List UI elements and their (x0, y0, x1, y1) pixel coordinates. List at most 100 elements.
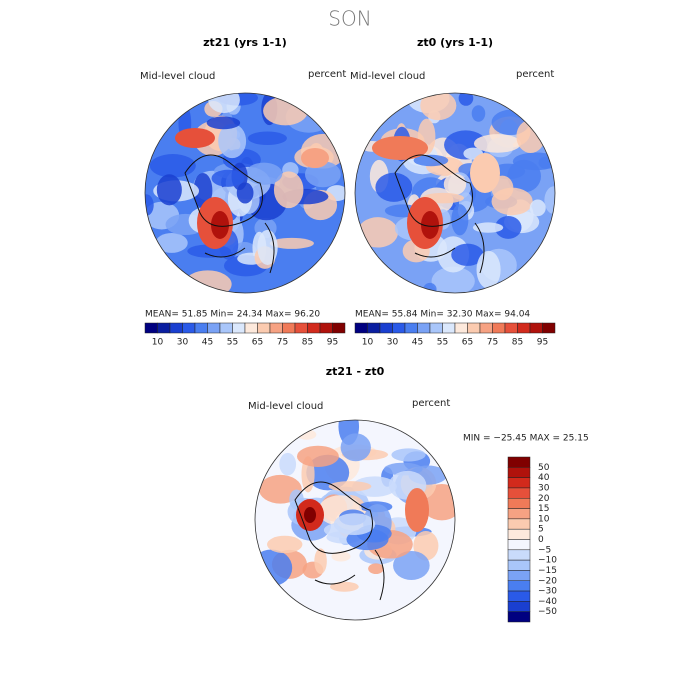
contour-patch (297, 429, 317, 440)
colorbar-swatch (507, 456, 531, 468)
colorbar-swatch (442, 322, 456, 334)
colorbar-swatch (504, 322, 518, 334)
contour-patch (245, 162, 283, 185)
colorbar-label: 20 (538, 494, 550, 504)
contour-patch (405, 488, 429, 532)
colorbar-swatch (392, 322, 406, 334)
colorbar-swatch (507, 477, 531, 489)
contour-patch (331, 551, 351, 562)
contour-patch (529, 199, 546, 217)
contour-patch (393, 550, 430, 580)
colorbar-swatch (507, 580, 531, 592)
colorbar-label: 10 (152, 338, 164, 348)
colorbar-label: 95 (327, 338, 338, 348)
panel-title: zt0 (yrs 1-1) (417, 36, 493, 49)
colorbar-swatch (257, 322, 271, 334)
colorbar-swatch (507, 518, 531, 530)
stats: MEAN= 51.85 Min= 24.34 Max= 96.20 (145, 310, 320, 320)
colorbar-label: 0 (538, 535, 544, 545)
colorbar-label: 5 (538, 525, 544, 535)
colorbar-swatch (379, 322, 393, 334)
colorbar-label: 15 (538, 504, 549, 514)
contour-patch (413, 154, 449, 167)
contour-patch (340, 433, 371, 462)
contour-patch (473, 134, 522, 153)
contour-patch (296, 445, 339, 467)
map-outline (254, 419, 456, 621)
colorbar-label: −10 (538, 556, 557, 566)
map (255, 420, 455, 620)
units-label: percent (412, 398, 450, 409)
map-outline (144, 92, 346, 294)
colorbar-label: 75 (487, 338, 498, 348)
contour-patch (494, 216, 522, 239)
colorbar-swatch (332, 322, 346, 334)
contour-patch (279, 452, 297, 476)
colorbar-swatch (169, 322, 183, 334)
contour-patch (544, 186, 555, 215)
colorbar-label: 10 (362, 338, 374, 348)
colorbar-swatch (492, 322, 506, 334)
colorbar-label: −50 (538, 607, 557, 617)
panel-title: zt21 (yrs 1-1) (203, 36, 287, 49)
colorbar-swatch (507, 498, 531, 509)
colorbar-label: 50 (538, 463, 550, 473)
colorbar-swatch (507, 539, 531, 551)
contour-patch (431, 266, 475, 293)
contour-patch (352, 476, 397, 497)
colorbar-swatch (507, 601, 531, 612)
colorbar-label: −15 (538, 566, 557, 576)
colorbar-swatch (507, 559, 531, 571)
contour-patch (516, 119, 546, 154)
coastline (394, 154, 485, 274)
colorbar-label: 45 (412, 338, 423, 348)
contour-patch (423, 282, 437, 293)
contour-patch (391, 448, 426, 462)
contour-patch (145, 194, 154, 216)
colorbar-swatch (507, 528, 531, 540)
colorbar-swatch (479, 322, 493, 334)
contour-patch (421, 211, 439, 239)
variable-label: Mid-level cloud (140, 71, 215, 82)
colorbar-label: 10 (538, 514, 550, 524)
colorbar-label: 55 (437, 338, 448, 348)
contour-patch (357, 217, 399, 248)
contour-patch (175, 128, 215, 148)
colorbar-label: −5 (538, 545, 551, 555)
units-label: percent (516, 69, 554, 80)
colorbar-swatch (507, 487, 531, 499)
map (145, 93, 345, 293)
colorbar-swatch (319, 322, 333, 334)
contour-patch (329, 581, 359, 592)
colorbar-label: 55 (227, 338, 238, 348)
contour-patch (420, 93, 457, 121)
colorbar-swatch (269, 322, 283, 334)
contour-patch (368, 563, 384, 574)
contour-patch (269, 237, 314, 249)
panel-title: zt21 - zt0 (326, 365, 385, 378)
colorbar-label: 30 (538, 483, 550, 493)
colorbar-label: 65 (252, 338, 263, 348)
contour-patch (273, 171, 304, 209)
maps (144, 92, 556, 621)
colorbar-label: 40 (538, 473, 550, 483)
contour-patch (149, 154, 196, 178)
contour-patch (372, 136, 428, 160)
contour-patch (476, 250, 501, 289)
stats: MEAN= 55.84 Min= 32.30 Max= 94.04 (355, 310, 530, 320)
colorbar-label: 65 (462, 338, 473, 348)
contour-patch (451, 204, 469, 236)
colorbar-label: 30 (177, 338, 189, 348)
colorbar-swatch (529, 322, 543, 334)
colorbar-swatch (232, 322, 246, 334)
contour-patch (257, 229, 278, 266)
colorbar-swatch (417, 322, 431, 334)
colorbar-swatch (282, 322, 296, 334)
colorbar-swatch (507, 549, 531, 561)
coastline (184, 154, 275, 274)
colorbar-swatch (454, 322, 468, 334)
colorbar-swatch (157, 322, 171, 334)
contour-patch (375, 172, 413, 202)
contour-patch (155, 232, 188, 253)
